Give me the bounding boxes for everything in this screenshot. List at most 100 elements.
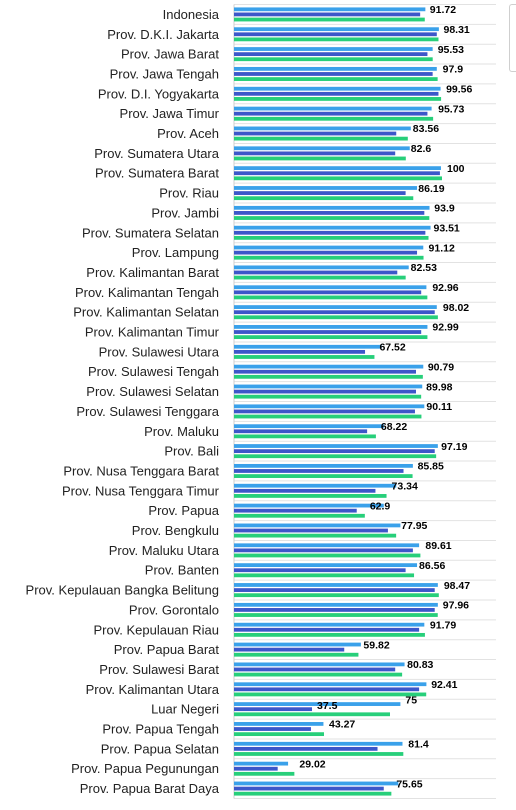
bar-series-3[interactable]	[234, 57, 433, 62]
bar-series-2[interactable]	[234, 568, 406, 573]
bar-series-2[interactable]	[234, 548, 413, 553]
bar-series-2[interactable]	[234, 389, 416, 394]
bar-series-3[interactable]	[234, 97, 442, 101]
bar-series-3[interactable]	[234, 474, 413, 478]
bar-series-2[interactable]	[234, 786, 384, 791]
bar-series-2[interactable]	[234, 409, 415, 414]
bar-series-3[interactable]	[234, 394, 422, 399]
bar-series-3[interactable]	[234, 652, 359, 657]
bar-series-2[interactable]	[234, 290, 422, 295]
bar-series-3[interactable]	[234, 315, 438, 320]
bar-series-3[interactable]	[234, 672, 403, 677]
bar-series-1[interactable]	[234, 27, 439, 32]
bar-series-3[interactable]	[234, 216, 430, 220]
bar-series-1[interactable]	[234, 285, 427, 290]
bar-series-3[interactable]	[234, 37, 439, 42]
bar-series-1[interactable]	[234, 602, 438, 607]
bar-series-2[interactable]	[234, 151, 396, 156]
bar-series-2[interactable]	[234, 91, 439, 96]
bar-series-1[interactable]	[234, 523, 401, 528]
bar-series-3[interactable]	[234, 295, 428, 300]
bar-series-1[interactable]	[234, 305, 437, 309]
bar-series-3[interactable]	[234, 275, 406, 280]
bar-series-2[interactable]	[234, 72, 433, 76]
bar-series-2[interactable]	[234, 191, 406, 195]
bar-series-1[interactable]	[234, 225, 431, 230]
bar-series-2[interactable]	[234, 667, 396, 672]
bar-series-1[interactable]	[234, 463, 413, 468]
bar-series-1[interactable]	[234, 424, 384, 429]
bar-series-2[interactable]	[234, 429, 368, 434]
bar-series-1[interactable]	[234, 126, 411, 131]
bar-series-3[interactable]	[234, 632, 425, 637]
bar-series-1[interactable]	[234, 722, 324, 726]
bar-series-3[interactable]	[234, 176, 442, 181]
bar-series-2[interactable]	[234, 171, 440, 176]
bar-series-2[interactable]	[234, 32, 437, 37]
bar-series-1[interactable]	[234, 146, 410, 151]
bar-series-1[interactable]	[234, 761, 289, 766]
bar-series-1[interactable]	[234, 682, 427, 687]
bar-series-2[interactable]	[234, 528, 388, 533]
bar-series-3[interactable]	[234, 573, 415, 578]
bar-series-2[interactable]	[234, 449, 435, 454]
bar-series-1[interactable]	[234, 47, 433, 51]
bar-series-2[interactable]	[234, 12, 421, 17]
bar-series-2[interactable]	[234, 52, 428, 57]
bar-series-3[interactable]	[234, 791, 392, 796]
bar-series-1[interactable]	[234, 384, 423, 389]
bar-series-3[interactable]	[234, 255, 424, 260]
bar-series-3[interactable]	[234, 434, 376, 439]
bar-series-2[interactable]	[234, 608, 435, 612]
bar-series-2[interactable]	[234, 469, 404, 473]
bar-series-2[interactable]	[234, 349, 366, 354]
bar-series-2[interactable]	[234, 727, 311, 731]
bar-series-2[interactable]	[234, 766, 278, 771]
bar-series-1[interactable]	[234, 543, 420, 548]
bar-series-2[interactable]	[234, 627, 420, 632]
bar-series-3[interactable]	[234, 77, 438, 81]
bar-series-2[interactable]	[234, 310, 435, 315]
bar-series-3[interactable]	[234, 553, 421, 558]
bar-series-3[interactable]	[234, 732, 325, 737]
bar-series-2[interactable]	[234, 131, 397, 136]
bar-series-2[interactable]	[234, 488, 376, 493]
bar-series-1[interactable]	[234, 622, 425, 627]
bar-series-3[interactable]	[234, 771, 295, 776]
bar-series-2[interactable]	[234, 707, 312, 712]
bar-series-1[interactable]	[234, 66, 437, 71]
bar-series-1[interactable]	[234, 344, 382, 349]
bar-series-2[interactable]	[234, 746, 378, 751]
bar-series-3[interactable]	[234, 17, 425, 22]
bar-series-1[interactable]	[234, 106, 432, 111]
bar-series-1[interactable]	[234, 86, 441, 91]
bar-series-1[interactable]	[234, 325, 428, 329]
bar-series-3[interactable]	[234, 712, 390, 717]
bar-series-1[interactable]	[234, 186, 418, 190]
bar-series-3[interactable]	[234, 414, 422, 419]
bar-series-1[interactable]	[234, 364, 424, 369]
bar-series-3[interactable]	[234, 156, 406, 161]
bar-series-2[interactable]	[234, 330, 422, 334]
bar-series-2[interactable]	[234, 508, 357, 513]
bar-series-1[interactable]	[234, 404, 425, 409]
bar-series-1[interactable]	[234, 781, 399, 786]
bar-series-2[interactable]	[234, 687, 420, 692]
bar-series-1[interactable]	[234, 444, 438, 448]
bar-series-1[interactable]	[234, 166, 441, 171]
bar-series-1[interactable]	[234, 741, 403, 746]
bar-series-2[interactable]	[234, 647, 345, 652]
bar-series-1[interactable]	[234, 642, 361, 647]
bar-series-3[interactable]	[234, 593, 439, 598]
bar-series-2[interactable]	[234, 230, 426, 235]
bar-series-3[interactable]	[234, 513, 365, 518]
bar-series-1[interactable]	[234, 245, 424, 250]
bar-series-1[interactable]	[234, 662, 405, 667]
bar-series-3[interactable]	[234, 454, 437, 459]
bar-series-2[interactable]	[234, 250, 418, 255]
bar-series-2[interactable]	[234, 211, 425, 215]
bar-series-3[interactable]	[234, 494, 387, 498]
bar-series-1[interactable]	[234, 7, 426, 12]
bar-series-3[interactable]	[234, 335, 428, 340]
bar-series-3[interactable]	[234, 355, 375, 359]
